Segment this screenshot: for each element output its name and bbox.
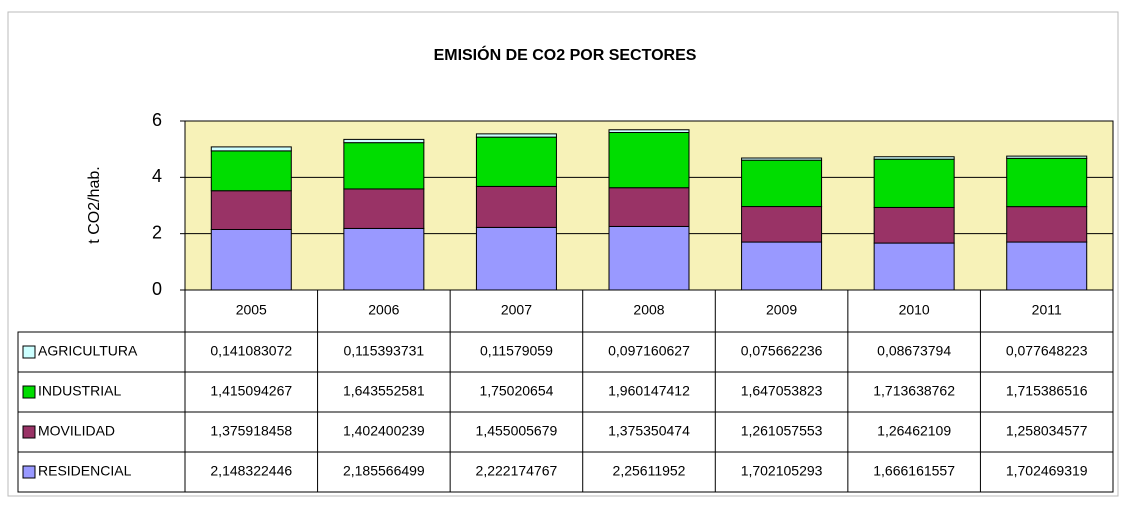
bar-segment: [343, 138, 425, 144]
table-cell: 0,11579059: [480, 343, 553, 359]
x-tick-label: 2008: [633, 302, 664, 318]
bar-segment: [741, 157, 823, 161]
bar-segment: [608, 132, 690, 189]
bar-segment: [873, 206, 955, 244]
bar-segment: [210, 190, 292, 230]
legend-label: AGRICULTURA: [38, 343, 138, 359]
legend-swatch: [22, 425, 36, 439]
legend-label: INDUSTRIAL: [38, 383, 121, 399]
table-cell: 1,713638762: [873, 383, 955, 399]
bar-segment: [1006, 157, 1088, 208]
legend-swatch: [22, 345, 36, 359]
y-tick-label: 0: [152, 279, 162, 299]
table-cell: 1,666161557: [873, 463, 955, 479]
y-tick-label: 6: [152, 110, 162, 130]
legend-label: RESIDENCIAL: [38, 463, 132, 479]
bar-segment: [343, 188, 425, 229]
x-tick-label: 2010: [899, 302, 930, 318]
table-cell: 1,375350474: [608, 423, 690, 439]
table-cell: 1,960147412: [608, 383, 690, 399]
bar-segment: [741, 241, 823, 291]
bar-segment: [1006, 206, 1088, 243]
bar-segment: [608, 129, 690, 134]
chart-title: EMISIÓN DE CO2 POR SECTORES: [434, 45, 697, 64]
x-tick-label: 2011: [1032, 302, 1062, 318]
bar-segment: [873, 158, 955, 208]
bar-segment: [343, 227, 425, 291]
bar-segment: [210, 150, 292, 192]
legend-swatch: [22, 465, 36, 479]
table-cell: 1,702469319: [1006, 463, 1088, 479]
bar-segment: [1006, 241, 1088, 291]
table-cell: 0,141083072: [210, 343, 292, 359]
table-cell: 1,375918458: [210, 423, 292, 439]
bar-segment: [475, 133, 557, 138]
table-cell: 1,647053823: [741, 383, 823, 399]
y-tick-label: 2: [152, 222, 162, 242]
bar-segment: [608, 225, 690, 291]
table-cell: 2,185566499: [343, 463, 425, 479]
y-tick-label: 4: [152, 166, 162, 186]
table-cell: 1,702105293: [741, 463, 823, 479]
table-cell: 0,075662236: [741, 343, 823, 359]
table-cell: 0,077648223: [1006, 343, 1088, 359]
x-tick-label: 2006: [368, 302, 399, 318]
bar-segment: [475, 226, 557, 291]
bar-segment: [343, 142, 425, 190]
x-tick-label: 2007: [501, 302, 532, 318]
x-tick-label: 2005: [236, 302, 267, 318]
bar-segment: [475, 136, 557, 187]
table-cell: 1,261057553: [741, 423, 823, 439]
y-axis-label: t CO2/hab.: [86, 166, 103, 243]
table-cell: 1,402400239: [343, 423, 425, 439]
bar-segment: [741, 159, 823, 208]
table-cell: 2,148322446: [210, 463, 292, 479]
table-cell: 2,222174767: [476, 463, 558, 479]
table-cell: 1,643552581: [343, 383, 425, 399]
x-tick-label: 2009: [766, 302, 797, 318]
table-cell: 1,258034577: [1006, 423, 1088, 439]
table-cell: 0,097160627: [608, 343, 690, 359]
legend-swatch: [22, 385, 36, 399]
table-cell: 0,115393731: [343, 343, 424, 359]
table-cell: 1,455005679: [476, 423, 558, 439]
table-cell: 1,715386516: [1006, 383, 1088, 399]
table-cell: 0,08673794: [877, 343, 951, 359]
bar-segment: [210, 146, 292, 152]
table-cell: 1,415094267: [210, 383, 292, 399]
bar-segment: [873, 242, 955, 291]
table-cell: 1,26462109: [877, 423, 951, 439]
bar-segment: [608, 187, 690, 227]
table-cell: 1,75020654: [479, 383, 553, 399]
legend-label: MOVILIDAD: [38, 423, 115, 439]
table-cell: 2,25611952: [613, 463, 686, 479]
bar-segment: [1006, 155, 1088, 159]
bar-segment: [741, 206, 823, 243]
bar-segment: [475, 185, 557, 228]
bar-segment: [873, 156, 955, 160]
bar-segment: [210, 228, 292, 291]
